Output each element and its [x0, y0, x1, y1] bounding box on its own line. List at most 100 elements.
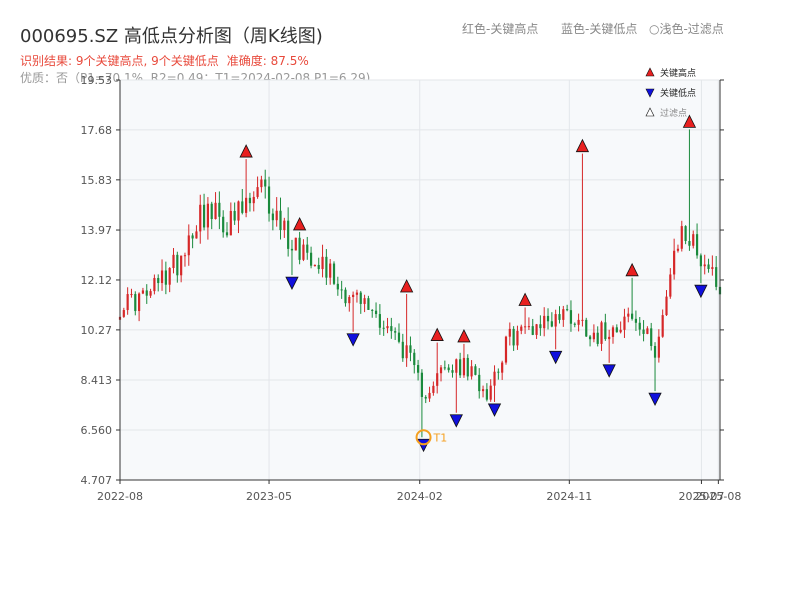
candle-body: [699, 255, 702, 267]
candle-body: [436, 373, 439, 386]
candle-body: [711, 267, 714, 269]
candle-body: [684, 226, 687, 241]
candle-body: [225, 232, 229, 236]
candle-body: [707, 264, 710, 269]
candle-body: [160, 270, 164, 284]
candle-body: [680, 226, 683, 249]
y-tick-label: 13.97: [81, 224, 113, 237]
candle-body: [493, 371, 496, 386]
candle-body: [631, 313, 634, 319]
candle-body: [638, 322, 641, 330]
candle-body: [252, 196, 255, 204]
x-tick-label: 2024-11: [546, 490, 592, 503]
key-low-marker: [549, 350, 563, 365]
candle-body: [646, 328, 649, 334]
candle-body: [302, 244, 305, 260]
candle-body: [604, 322, 607, 340]
candle-body: [462, 357, 466, 376]
x-tick-label: 2025-07: [678, 490, 724, 503]
key-high-marker: [399, 279, 414, 293]
x-tick-label: 2025-08: [695, 490, 741, 503]
candle-body: [260, 179, 263, 188]
candle-body: [191, 235, 194, 239]
legend-red-label: 红色-关键高点: [462, 22, 539, 36]
candle-body: [627, 313, 630, 317]
page-title: 000695.SZ 高低点分析图（周K线图): [20, 26, 323, 47]
x-tick-label: 2022-08: [97, 490, 143, 503]
candle-body: [481, 389, 485, 392]
candle-body: [485, 389, 488, 400]
candle-body: [608, 336, 611, 340]
y-tick-label: 10.27: [81, 324, 113, 337]
candle-body: [386, 326, 389, 329]
candle-body: [317, 264, 320, 270]
candle-body: [229, 210, 232, 236]
candle-body: [283, 220, 286, 231]
candle-body: [279, 210, 282, 231]
y-tick-label: 19.53: [81, 74, 113, 87]
key-low-marker: [487, 403, 502, 417]
candle-body: [409, 345, 412, 353]
candle-body: [344, 289, 347, 304]
candle-body: [306, 244, 309, 253]
candle-body: [600, 322, 603, 344]
candle-body: [543, 315, 546, 329]
candle-body: [325, 256, 328, 278]
candle-body: [592, 332, 595, 340]
candle-body: [298, 237, 301, 260]
candle-body: [673, 250, 676, 275]
candle-body: [405, 345, 408, 359]
y-tick-label: 15.83: [81, 174, 113, 187]
y-tick-label: 17.68: [81, 124, 113, 137]
candle-body: [416, 365, 420, 373]
candle-body: [669, 274, 672, 297]
t1-label: T1: [433, 431, 448, 444]
candle-body: [508, 328, 511, 337]
x-tick-label: 2024-02: [397, 490, 443, 503]
candle-body: [581, 319, 584, 321]
pivot-markers: T1: [239, 114, 708, 453]
candle-body: [202, 204, 206, 228]
candle-body: [539, 324, 542, 329]
key-low-marker: [602, 364, 616, 378]
candle-body: [397, 332, 401, 342]
candle-body: [474, 366, 477, 375]
candle-body: [122, 310, 125, 317]
candle-body: [390, 326, 393, 332]
candle-body: [348, 297, 351, 304]
candle-body: [447, 367, 450, 371]
candle-body: [378, 314, 381, 328]
candle-body: [653, 345, 657, 358]
candle-body: [264, 179, 267, 187]
candle-body: [218, 202, 221, 217]
candle-body: [363, 298, 366, 304]
candle-body: [455, 359, 458, 373]
candle-body: [294, 237, 297, 251]
key-low-marker: [694, 284, 708, 299]
candle-body: [214, 202, 217, 220]
result-text: 识别结果: 9个关键高点, 9个关键低点: [20, 54, 219, 68]
candle-body: [401, 341, 404, 359]
candle-body: [157, 277, 160, 284]
candle-body: [248, 197, 252, 204]
candle-body: [355, 292, 359, 295]
candle-body: [432, 385, 435, 393]
candle-body: [596, 332, 599, 344]
legend-label: 关键低点: [660, 87, 696, 99]
candle-body: [504, 336, 508, 363]
key-low-marker: [285, 276, 299, 290]
y-tick-label: 6.560: [81, 424, 113, 437]
candle-body: [489, 385, 492, 400]
candle-body: [642, 329, 645, 334]
candle-body: [199, 204, 202, 232]
candle-body: [569, 310, 573, 324]
candle-body: [340, 289, 343, 291]
candle-body: [172, 254, 175, 269]
legend-blue-label: 蓝色-关键低点: [561, 22, 638, 36]
candle-body: [313, 264, 317, 266]
candle-body: [546, 315, 550, 322]
key-low-marker: [648, 392, 662, 407]
candle-body: [287, 220, 290, 249]
